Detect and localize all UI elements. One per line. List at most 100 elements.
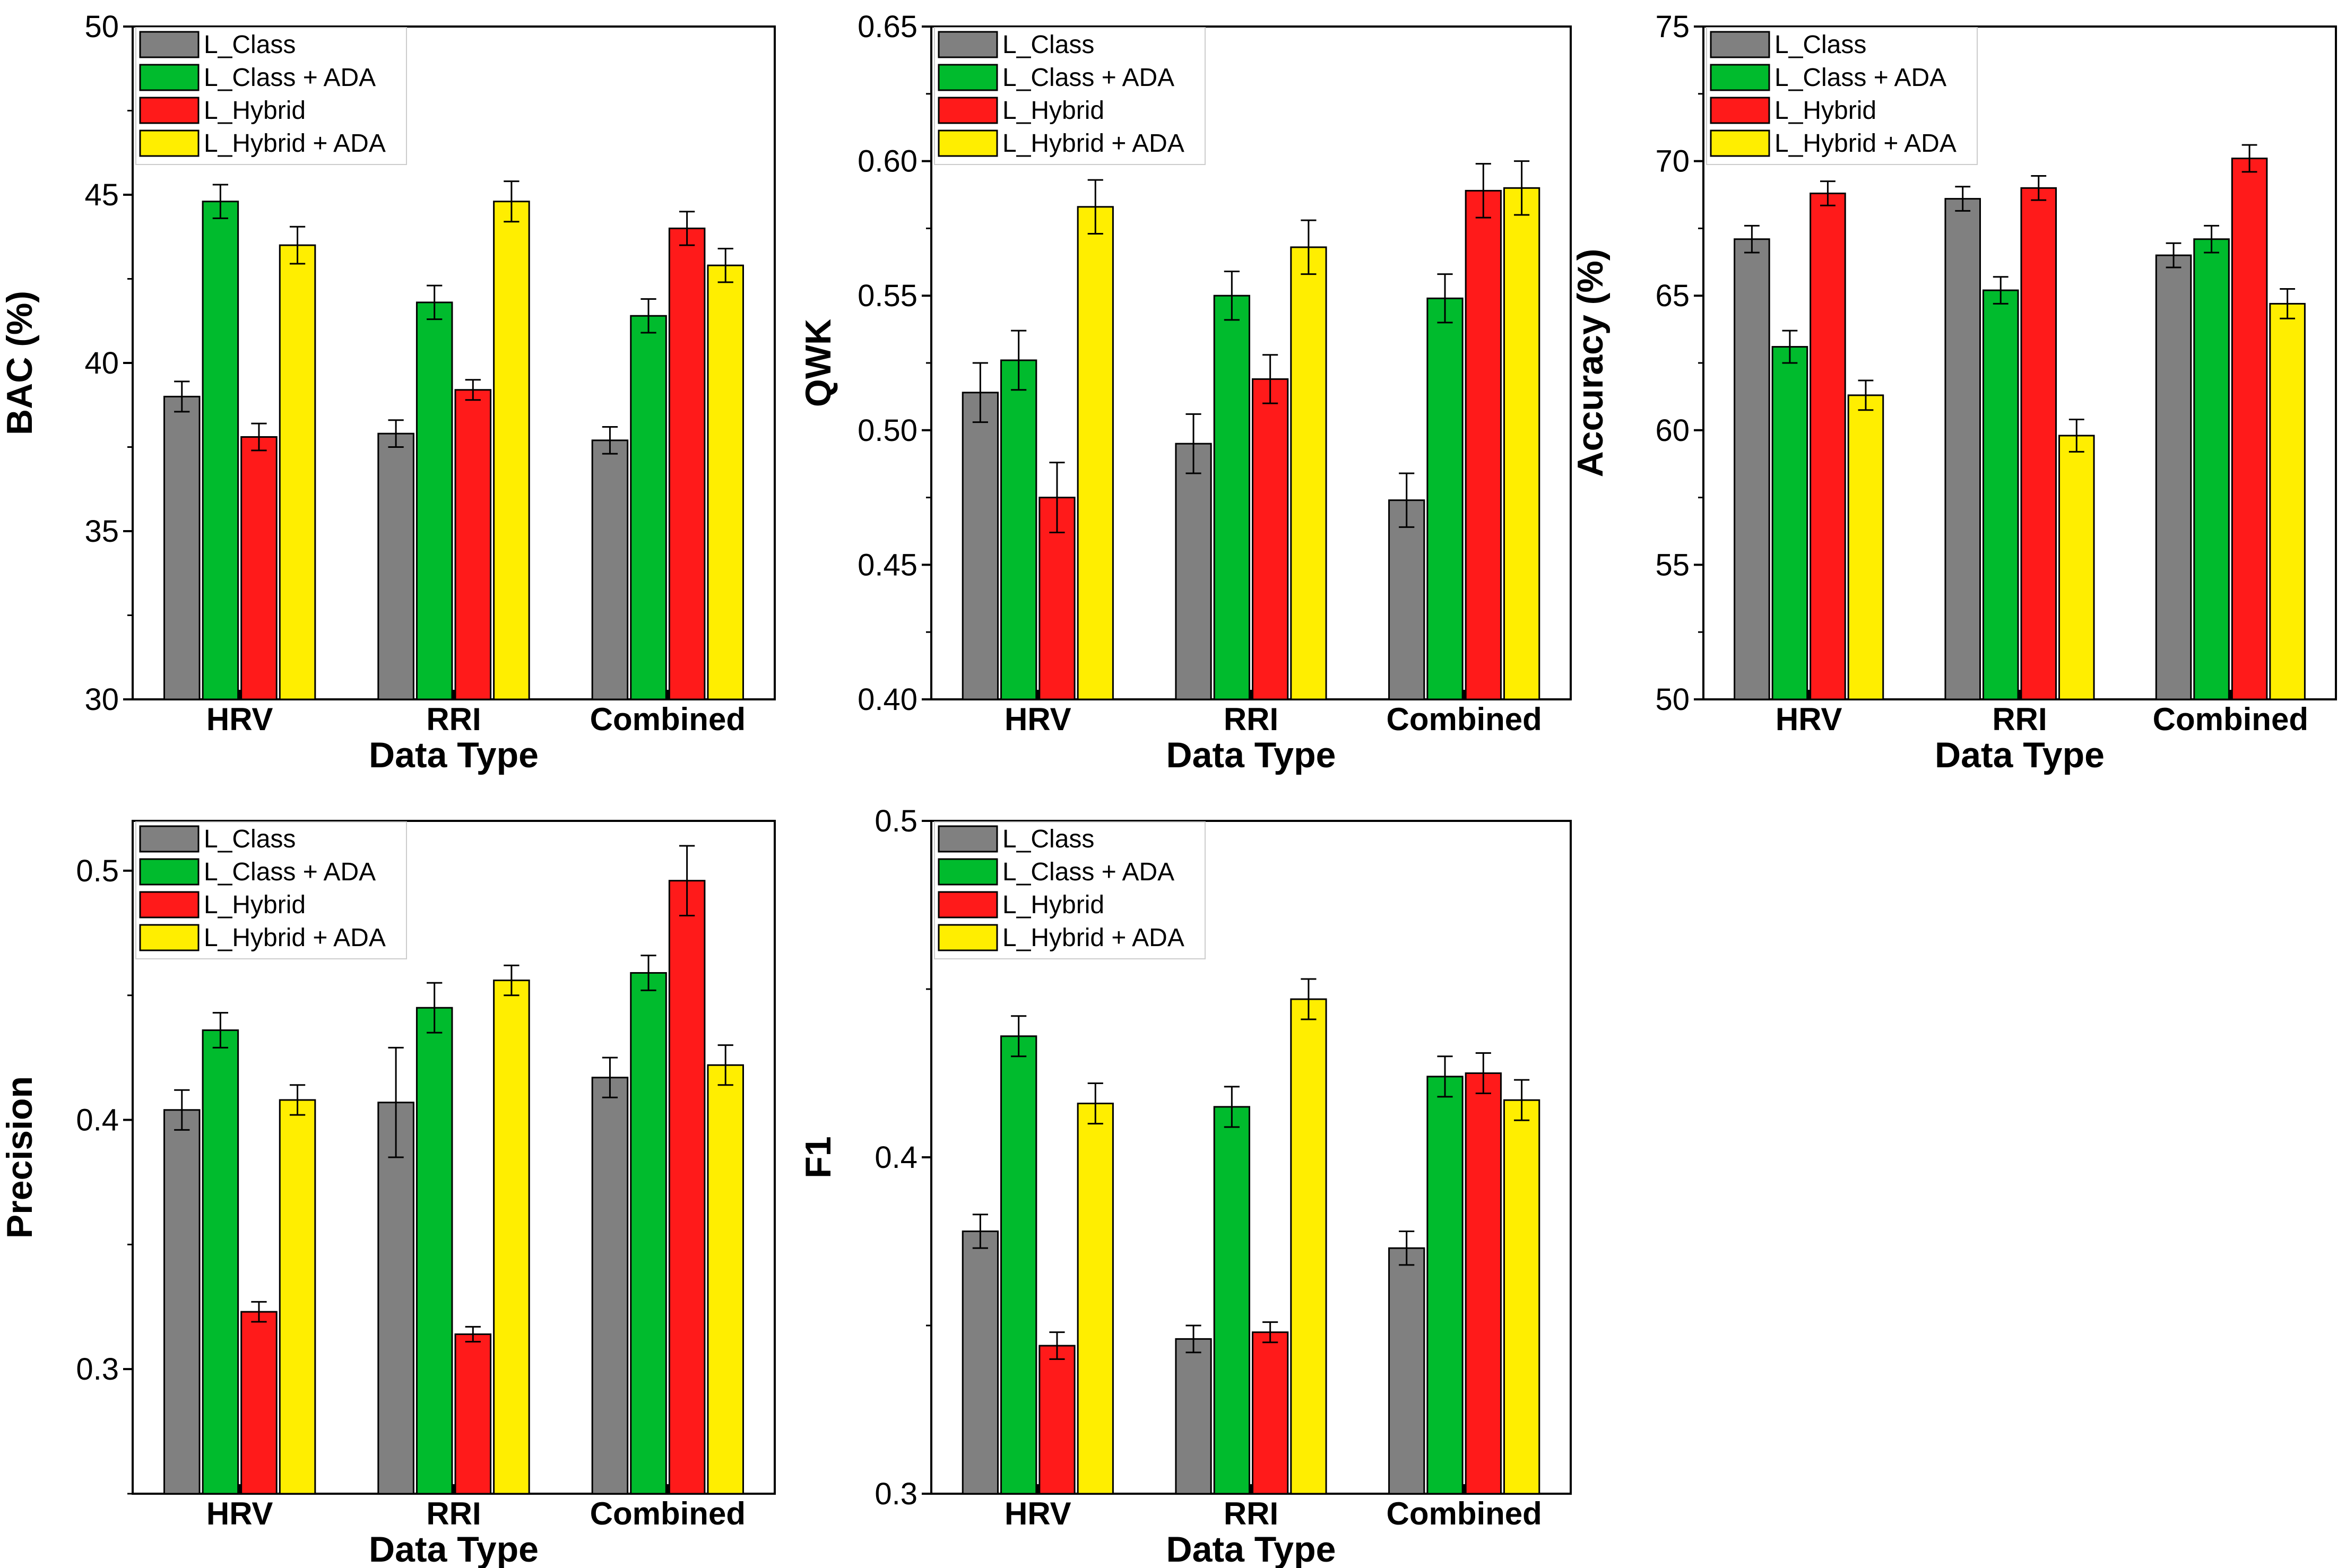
bac-legend-label-2: L_Hybrid — [204, 97, 306, 125]
qwk-error-bar-combined-1 — [1437, 273, 1453, 324]
precision-error-bar-combined-1 — [640, 955, 656, 991]
bac-error-bar-rri-1 — [427, 284, 443, 320]
precision-error-bar-hrv-1 — [212, 1012, 229, 1049]
precision-bar-hrv-2 — [240, 1311, 278, 1495]
bac-bar-hrv-2 — [240, 436, 278, 700]
bac-y-axis-title: BAC (%) — [0, 291, 40, 435]
qwk-error-bar-hrv-3 — [1087, 179, 1103, 235]
accuracy-error-bar-combined-3 — [2280, 288, 2296, 319]
qwk-chart: HRV RRI Combined 0.40 0.45 0.50 0.55 0.60 0.65 Da… — [798, 10, 1572, 775]
accuracy-error-bar-combined-2 — [2241, 144, 2257, 173]
accuracy-bar-rri-2 — [2020, 187, 2057, 700]
f1-bar-hrv-3 — [1077, 1103, 1114, 1495]
qwk-legend-swatch-3 — [938, 129, 998, 157]
accuracy-error-bar-hrv-3 — [1858, 379, 1874, 411]
f1-error-bar-combined-3 — [1514, 1079, 1530, 1121]
qwk-bar-rri-1 — [1213, 294, 1250, 700]
qwk-bar-combined-2 — [1465, 189, 1502, 700]
accuracy-legend-swatch-2 — [1710, 97, 1770, 124]
f1-error-bar-rri-0 — [1185, 1324, 1201, 1354]
qwk-error-bar-rri-3 — [1301, 219, 1317, 275]
f1-y-tick-label-0: 0.3 — [875, 1477, 917, 1511]
accuracy-y-tick-label-0: 50 — [1655, 682, 1690, 717]
qwk-error-bar-hrv-2 — [1049, 462, 1065, 534]
precision-bar-rri-0 — [377, 1102, 414, 1495]
qwk-y-tick-label-3: 0.55 — [858, 279, 917, 313]
f1-error-bar-hrv-0 — [972, 1214, 988, 1249]
precision-legend-label-2: L_Hybrid — [204, 891, 306, 919]
f1-x-tick-label-combined: Combined — [1387, 1496, 1542, 1531]
precision-legend: L_Class L_Class + ADA L_Hybrid L_Hybrid + A… — [135, 821, 407, 959]
precision-y-tick-label-2: 0.5 — [76, 854, 119, 888]
bac-bar-rri-2 — [454, 389, 492, 700]
precision-y-axis-title: Precision — [0, 1076, 40, 1238]
precision-bar-rri-3 — [493, 980, 530, 1495]
bac-error-bar-hrv-1 — [212, 184, 229, 219]
bac-legend-swatch-0 — [139, 31, 200, 58]
qwk-legend-swatch-2 — [938, 97, 998, 124]
accuracy-x-axis-title: Data Type — [1935, 735, 2105, 775]
accuracy-bar-combined-2 — [2231, 158, 2268, 700]
f1-error-bar-rri-1 — [1224, 1086, 1240, 1128]
bac-bar-rri-1 — [415, 301, 453, 700]
qwk-legend-swatch-1 — [938, 64, 998, 91]
bac-error-bar-rri-2 — [465, 379, 481, 401]
precision-error-bar-rri-0 — [388, 1046, 404, 1158]
precision-legend-label-1: L_Class + ADA — [204, 858, 376, 886]
accuracy-error-bar-hrv-1 — [1782, 330, 1798, 364]
qwk-legend-swatch-0 — [938, 31, 998, 58]
bac-error-bar-combined-2 — [679, 211, 695, 246]
f1-bar-rri-1 — [1213, 1106, 1250, 1495]
qwk-legend-label-1: L_Class + ADA — [1002, 64, 1174, 92]
accuracy-error-bar-combined-1 — [2204, 224, 2219, 254]
precision-error-bar-rri-2 — [465, 1326, 481, 1343]
bac-error-bar-hrv-3 — [289, 226, 306, 265]
f1-x-axis-title: Data Type — [1166, 1529, 1336, 1568]
accuracy-legend-label-1: L_Class + ADA — [1774, 64, 1946, 92]
accuracy-bar-combined-0 — [2155, 254, 2192, 700]
precision-bar-rri-1 — [415, 1007, 453, 1495]
precision-bar-hrv-3 — [279, 1099, 316, 1495]
f1-x-tick-label-hrv: HRV — [1005, 1496, 1071, 1531]
bac-legend-label-3: L_Hybrid + ADA — [204, 129, 386, 158]
accuracy-y-tick-label-4: 70 — [1655, 144, 1690, 179]
precision-legend-swatch-3 — [139, 924, 200, 951]
precision-legend-label-3: L_Hybrid + ADA — [204, 924, 386, 952]
qwk-bar-hrv-3 — [1077, 206, 1114, 700]
bac-legend-swatch-3 — [139, 129, 200, 157]
qwk-y-tick-label-2: 0.50 — [858, 413, 917, 448]
precision-bar-hrv-1 — [202, 1029, 239, 1495]
precision-x-tick-label-hrv: HRV — [206, 1496, 273, 1531]
accuracy-chart: HRV RRI Combined 50 55 60 65 70 75 Data Type Accur… — [1570, 10, 2337, 775]
bac-legend-swatch-2 — [139, 97, 200, 124]
accuracy-y-tick-label-2: 60 — [1655, 413, 1690, 448]
f1-legend-label-2: L_Hybrid — [1002, 891, 1104, 919]
qwk-x-tick-label-hrv: HRV — [1005, 701, 1071, 737]
precision-bar-combined-1 — [630, 972, 667, 1495]
accuracy-x-tick-label-hrv: HRV — [1776, 701, 1842, 737]
f1-y-axis-title: F1 — [798, 1136, 838, 1178]
bac-x-tick-label-combined: Combined — [590, 701, 746, 737]
bac-y-tick-label-1: 35 — [84, 514, 119, 549]
bac-legend-label-1: L_Class + ADA — [204, 64, 376, 92]
bac-legend-label-0: L_Class — [204, 31, 296, 59]
bac-bar-hrv-3 — [279, 244, 316, 700]
qwk-error-bar-rri-2 — [1262, 354, 1278, 404]
f1-legend-swatch-2 — [938, 891, 998, 919]
bac-error-bar-hrv-0 — [174, 380, 190, 413]
precision-bar-combined-0 — [591, 1077, 629, 1495]
f1-error-bar-rri-3 — [1301, 978, 1317, 1020]
f1-legend-label-1: L_Class + ADA — [1002, 858, 1174, 886]
f1-bar-combined-3 — [1503, 1099, 1540, 1495]
precision-error-bar-rri-3 — [504, 964, 520, 997]
precision-error-bar-hrv-2 — [251, 1301, 267, 1323]
f1-bar-hrv-1 — [1000, 1035, 1037, 1495]
f1-legend-swatch-1 — [938, 858, 998, 886]
qwk-bar-combined-3 — [1503, 187, 1540, 700]
bac-bar-combined-0 — [591, 439, 629, 700]
accuracy-x-tick-label-rri: RRI — [1992, 701, 2047, 737]
precision-x-tick-label-combined: Combined — [590, 1496, 746, 1531]
bac-bar-rri-0 — [377, 432, 414, 700]
qwk-bar-hrv-0 — [962, 392, 999, 700]
